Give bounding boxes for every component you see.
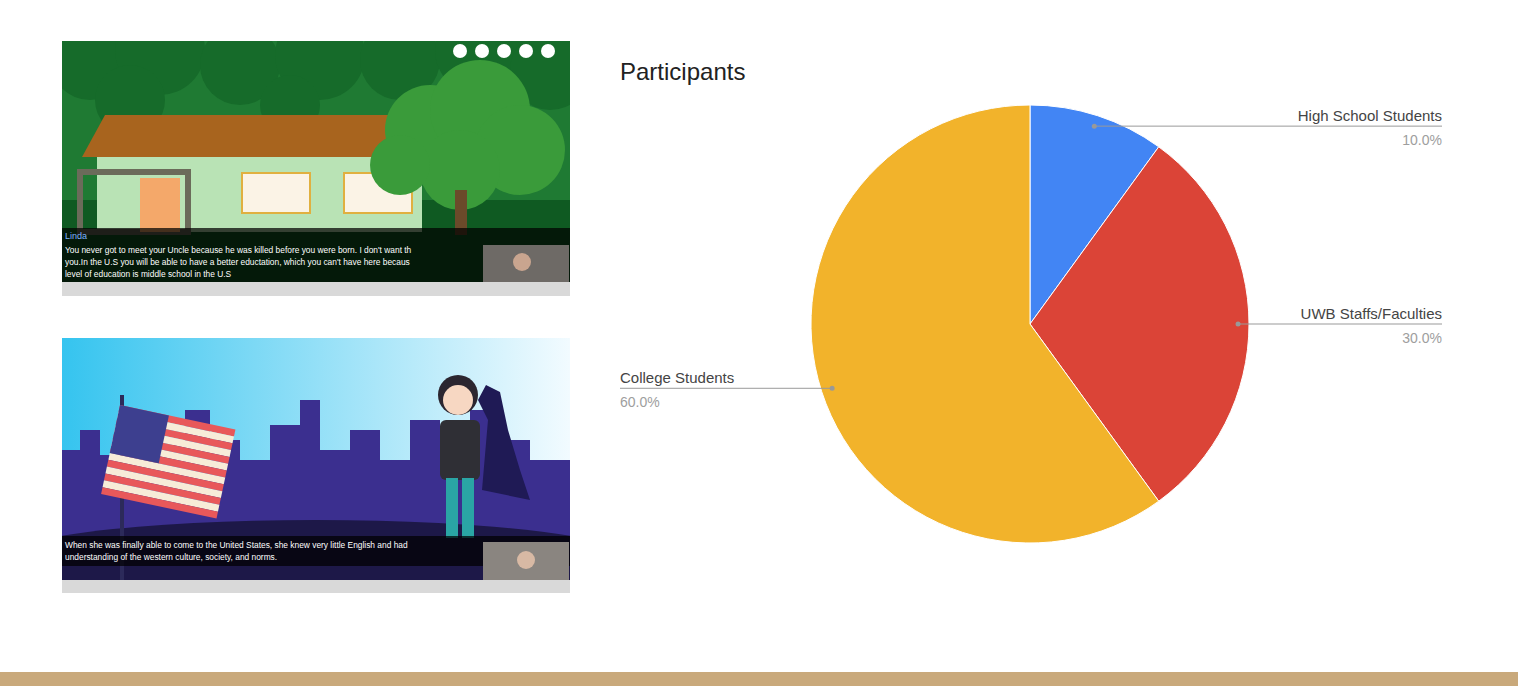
slide: Linda You never got to meet your Uncle be… — [0, 0, 1518, 686]
leader-dot — [1092, 124, 1097, 129]
background — [62, 338, 570, 593]
taskbar — [62, 282, 570, 296]
leader-line — [1094, 126, 1442, 127]
girl-leg — [446, 478, 458, 538]
caption-box — [62, 228, 570, 282]
toolbar-icon — [519, 44, 533, 58]
girl-hair — [438, 375, 478, 415]
slice-value: 10.0% — [1402, 132, 1442, 148]
caption-line: understanding of the western culture, so… — [65, 552, 277, 562]
webcam — [483, 245, 569, 283]
girl-face — [443, 385, 473, 415]
caption-line: You never got to meet your Uncle because… — [65, 245, 412, 255]
slice-label: UWB Staffs/Faculties — [1301, 305, 1442, 322]
footer-band — [0, 672, 1518, 686]
taskbar — [62, 580, 570, 593]
leader-line — [1238, 324, 1442, 325]
slice-label: High School Students — [1298, 107, 1442, 124]
webcam-face — [513, 253, 531, 271]
toolbar-icon — [475, 44, 489, 58]
pie — [811, 105, 1249, 543]
slice-value: 60.0% — [620, 394, 660, 410]
statue — [478, 385, 530, 500]
window — [242, 173, 310, 213]
toolbar-icon — [541, 44, 555, 58]
flag-stripe — [101, 487, 218, 518]
screenshot: Linda You never got to meet your Uncle be… — [62, 41, 570, 296]
caption-line: level of education is middle school in t… — [65, 269, 232, 279]
toolbar-icon — [497, 44, 511, 58]
caption-line: you.In the U.S you will be able to have … — [65, 257, 410, 267]
leader-line — [620, 388, 832, 389]
screenshot: When she was finally able to come to the… — [62, 338, 570, 593]
girl-body — [440, 420, 480, 480]
webcam-face — [517, 551, 535, 569]
slice-value: 30.0% — [1402, 330, 1442, 346]
slice-label: College Students — [620, 369, 734, 386]
tree — [370, 135, 430, 195]
leader-dot — [830, 386, 835, 391]
ground — [62, 520, 570, 593]
door — [140, 178, 180, 232]
speaker: Linda — [65, 231, 87, 241]
webcam — [483, 542, 569, 580]
pie-slice — [811, 105, 1159, 543]
caption-line: When she was finally able to come to the… — [65, 540, 408, 550]
porch — [80, 172, 188, 232]
flag-canton — [110, 405, 169, 463]
labels: High School Students 10.0% UWB Staffs/Facu… — [620, 107, 1442, 410]
girl-leg — [462, 478, 474, 538]
chart-title: Participants — [620, 58, 745, 85]
flag — [101, 405, 235, 519]
roof — [82, 115, 420, 157]
toolbar-icon — [453, 44, 467, 58]
leader-dot — [1236, 322, 1241, 327]
